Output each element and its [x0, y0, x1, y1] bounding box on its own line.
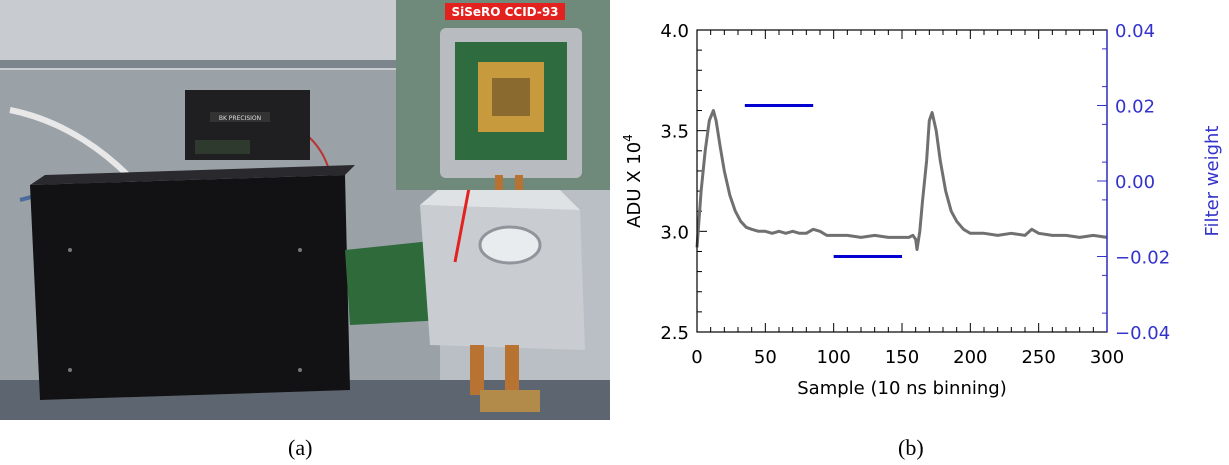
detector-inset: SiSeRO CCID-93: [396, 0, 610, 190]
x-tick-label: 50: [754, 347, 777, 368]
box-screw: [68, 368, 72, 372]
signal-plot: 0 50 100 150 200 250 300 2.5 3.0 3.5 4.0 −0.04 −0.02…: [612, 0, 1229, 420]
x-tick-label: 300: [1090, 347, 1124, 368]
y2-tick-label: 0.00: [1115, 172, 1155, 193]
x-tick-label: 200: [953, 347, 987, 368]
y-axis-label-base: ADU X 10: [624, 142, 645, 228]
y-tick-label: 3.5: [660, 122, 689, 143]
box-screw: [298, 368, 302, 372]
electronics-box-top-edge: [30, 165, 355, 185]
y2-tick-label: −0.02: [1115, 248, 1170, 269]
y2-tick-label: −0.04: [1115, 323, 1170, 344]
y-tick-label: 2.5: [660, 323, 689, 344]
caption-a: (a): [288, 435, 313, 460]
box-screw: [68, 248, 72, 252]
signal-series-line: [695, 109, 1108, 251]
x-tick-label: 0: [691, 347, 702, 368]
upper-wall: [0, 0, 400, 70]
caption-b: (b): [898, 435, 924, 460]
signal-chart: 0 50 100 150 200 250 300 2.5 3.0 3.5 4.0 −0.04 −0.02…: [621, 21, 1223, 399]
power-supply-label-plate: [210, 112, 270, 122]
x-tick-label: 150: [885, 347, 919, 368]
readout-board: [345, 240, 445, 325]
dewar-lid: [420, 188, 580, 210]
x-axis-label: Sample (10 ns binning): [797, 378, 1006, 399]
inset-label: SiSeRO CCID-93: [451, 5, 558, 19]
y-axis-label: ADU X 104: [621, 134, 645, 228]
inset-copper-left: [495, 175, 503, 190]
setup-photo-drawing: BK PRECISION SiSeRO CCID-93: [0, 0, 610, 420]
box-screw: [298, 248, 302, 252]
inset-label-background: [445, 3, 565, 20]
right-y-axis-label: Filter weight: [1202, 126, 1223, 237]
shelf: [0, 60, 610, 68]
dewar-window: [478, 225, 542, 265]
x-tick-label: 250: [1021, 347, 1055, 368]
detector-die: [492, 78, 530, 116]
inset-copper-right: [515, 175, 523, 190]
power-supply-brand: BK PRECISION: [219, 115, 261, 122]
power-supply-display: [195, 140, 250, 154]
electronics-box: [30, 175, 350, 400]
y2-tick-label: 0.02: [1115, 97, 1155, 118]
y2-tick-label: 0.04: [1115, 21, 1155, 42]
setup-photograph: BK PRECISION SiSeRO CCID-93: [0, 0, 610, 420]
copper-pipe-left: [470, 345, 484, 395]
y-tick-label: 4.0: [660, 21, 689, 42]
plot-frame: [696, 29, 1108, 333]
pipe-fittings: [480, 390, 540, 412]
copper-pipe-right: [505, 345, 519, 395]
y-tick-label: 3.0: [660, 222, 689, 243]
x-tick-label: 100: [816, 347, 850, 368]
dewar-body: [420, 205, 585, 350]
y-axis-label-exponent: 4: [621, 134, 635, 142]
